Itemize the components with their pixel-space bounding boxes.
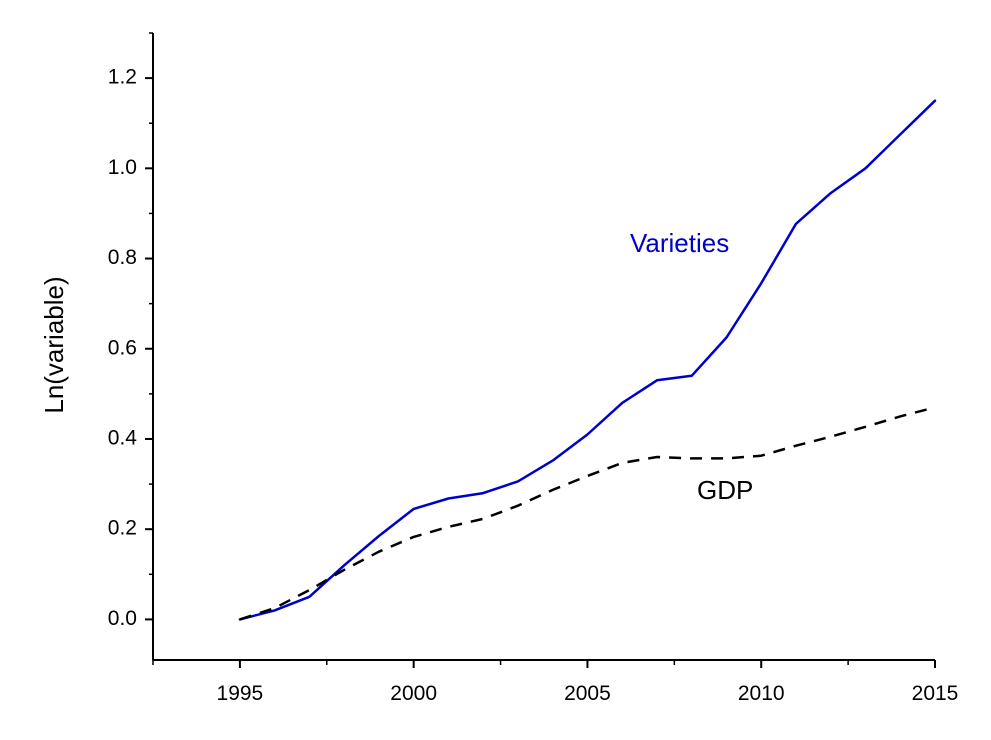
y-axis-title: Ln(variable)	[39, 276, 69, 413]
x-tick-label: 2010	[738, 682, 785, 705]
x-tick-label: 1995	[217, 682, 264, 705]
x-tick-label: 2015	[912, 682, 959, 705]
y-tick-label: 1.2	[108, 66, 137, 89]
y-tick-label: 0.0	[108, 607, 137, 630]
y-tick-label: 1.0	[108, 156, 137, 179]
varieties-series-label: Varieties	[630, 228, 729, 258]
gdp-series-line	[239, 406, 936, 621]
gdp-series-label: GDP	[697, 475, 753, 505]
varieties-series-line	[238, 99, 937, 621]
series-lines	[238, 99, 937, 621]
y-tick-label: 0.8	[108, 246, 137, 269]
x-tick-label: 2005	[564, 682, 611, 705]
axes	[152, 33, 935, 661]
y-tick-label: 0.6	[108, 336, 137, 359]
y-tick-label: 0.4	[108, 427, 138, 450]
ticks	[145, 32, 936, 668]
y-tick-label: 0.2	[108, 517, 137, 540]
x-tick-label: 2000	[390, 682, 437, 705]
tick-labels: 0.0 0.2 0.4 0.6 0.8 1.0 1.2 1995 2000 2005 2010 201…	[108, 66, 959, 705]
